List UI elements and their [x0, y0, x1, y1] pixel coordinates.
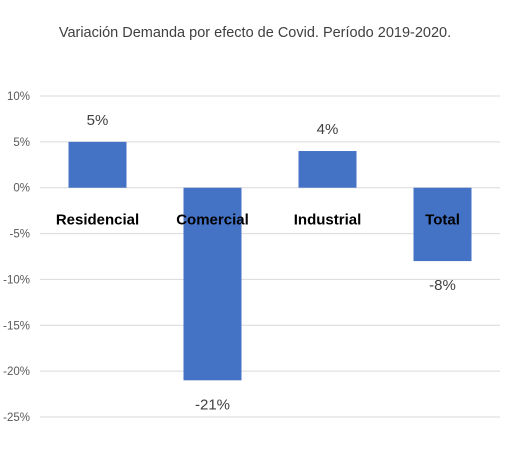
bars — [68, 141, 472, 381]
bar — [183, 187, 242, 381]
y-tick-label: -5% — [10, 229, 30, 241]
data-label: -8% — [429, 277, 456, 294]
category-label: Residencial — [56, 212, 139, 229]
y-tick-label: 0% — [13, 183, 30, 195]
y-tick-label: 10% — [7, 91, 30, 103]
chart-title: Variación Demanda por efecto de Covid. P… — [59, 25, 451, 41]
data-label: -21% — [195, 396, 230, 413]
y-tick-label: -25% — [3, 412, 30, 424]
category-label: Comercial — [176, 212, 249, 229]
y-tick-label: 5% — [13, 137, 30, 149]
bar — [298, 151, 357, 188]
data-label: 4% — [317, 121, 339, 138]
labels: 10% 5% 0% -5% -10% -15% -20% -25% 5% Residencial -… — [3, 91, 460, 424]
data-label: 5% — [87, 112, 109, 129]
category-label: Total — [425, 212, 460, 229]
y-tick-label: -20% — [3, 366, 30, 378]
y-tick-label: -10% — [3, 274, 30, 286]
bar — [68, 141, 127, 188]
bar — [413, 187, 472, 262]
category-label: Industrial — [294, 212, 362, 229]
y-tick-label: -15% — [3, 320, 30, 332]
